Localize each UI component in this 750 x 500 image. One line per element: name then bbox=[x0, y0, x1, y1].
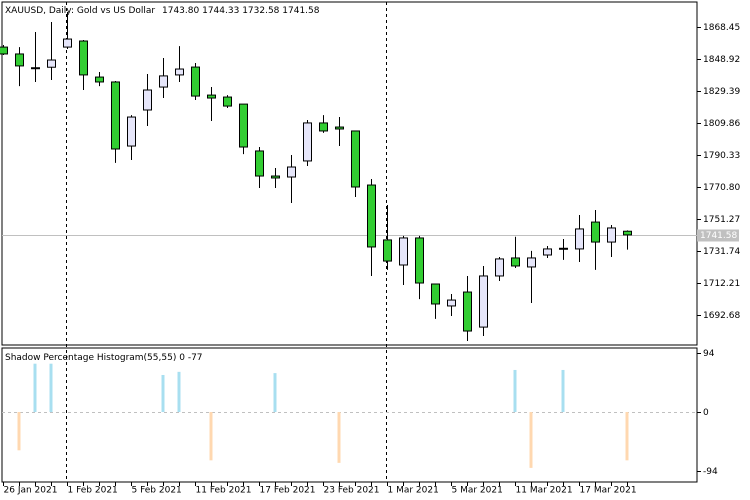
y-tick-label: 94 bbox=[703, 349, 715, 359]
candle-body bbox=[223, 96, 232, 107]
candle-body bbox=[431, 283, 440, 305]
candle-body bbox=[31, 67, 40, 70]
candle-body bbox=[447, 299, 456, 307]
histogram-bar bbox=[49, 363, 53, 413]
candle-body bbox=[303, 122, 312, 162]
indicator-title: Shadow Percentage Histogram(55,55) bbox=[5, 353, 176, 363]
ohlc-close: 1741.58 bbox=[282, 6, 319, 16]
candle-body bbox=[159, 75, 168, 88]
x-tick-label: 5 Feb 2021 bbox=[132, 486, 182, 496]
y-tick-label: 1790.33 bbox=[703, 151, 740, 161]
x-tick-label: 26 Jan 2021 bbox=[4, 486, 58, 496]
histogram-bar bbox=[513, 369, 517, 413]
histogram-bar bbox=[625, 412, 629, 461]
candle-body bbox=[511, 257, 520, 267]
histogram-bar bbox=[17, 412, 21, 451]
candle-body bbox=[287, 166, 296, 178]
candle-body bbox=[575, 228, 584, 250]
candle-body bbox=[207, 94, 216, 99]
indicator-pane bbox=[1, 347, 698, 483]
candle-body bbox=[383, 239, 392, 262]
price-label: 1741.58 bbox=[700, 231, 737, 241]
y-tick-label: 1848.92 bbox=[703, 55, 740, 65]
y-tick-label: -94 bbox=[703, 467, 718, 477]
x-tick-label: 17 Mar 2021 bbox=[580, 486, 637, 496]
y-tick-label: 1692.68 bbox=[703, 311, 740, 321]
histogram-bar bbox=[273, 373, 277, 413]
histogram-bar bbox=[177, 371, 181, 413]
candle-body bbox=[495, 258, 504, 277]
candle-body bbox=[15, 53, 24, 67]
y-tick-label: 1868.45 bbox=[703, 23, 740, 33]
y-tick-label: 1731.74 bbox=[703, 247, 740, 257]
candle-body bbox=[463, 291, 472, 332]
candle-body bbox=[143, 89, 152, 111]
candle-body bbox=[47, 59, 56, 68]
candle-body bbox=[543, 248, 552, 256]
candle-body bbox=[335, 126, 344, 130]
ohlc-low: 1732.58 bbox=[242, 6, 279, 16]
candle-body bbox=[0, 46, 8, 55]
y-tick-label: 1751.27 bbox=[703, 215, 740, 225]
candle-body bbox=[559, 247, 568, 250]
y-tick-label: 1770.80 bbox=[703, 183, 740, 193]
histogram-bar bbox=[33, 363, 37, 413]
y-tick-label: 1809.86 bbox=[703, 119, 740, 129]
candle-body bbox=[399, 237, 408, 266]
histogram-bar bbox=[529, 412, 533, 468]
indicator-header: Shadow Percentage Histogram(55,55) 0 -77 bbox=[5, 353, 203, 363]
histogram-bar bbox=[337, 412, 341, 463]
candle-body bbox=[95, 76, 104, 83]
candle-body bbox=[271, 175, 280, 179]
price-label-bg bbox=[697, 229, 739, 242]
candle-body bbox=[527, 257, 536, 268]
candle-body bbox=[607, 227, 616, 243]
indicator-value: 0 bbox=[179, 353, 185, 363]
candle-body bbox=[415, 237, 424, 284]
candle-body bbox=[367, 184, 376, 248]
histogram-bar bbox=[561, 369, 565, 413]
x-tick-label: 1 Mar 2021 bbox=[388, 486, 439, 496]
x-tick-label: 5 Mar 2021 bbox=[452, 486, 503, 496]
candle-body bbox=[111, 81, 120, 150]
histogram-bar bbox=[209, 412, 213, 461]
y-tick-label: 1712.21 bbox=[703, 279, 740, 289]
price-pane bbox=[1, 1, 698, 346]
x-tick-label: 17 Feb 2021 bbox=[260, 486, 316, 496]
candle-body bbox=[127, 116, 136, 147]
indicator-value: -77 bbox=[188, 353, 203, 363]
candle-body bbox=[239, 103, 248, 148]
x-tick-label: 11 Feb 2021 bbox=[196, 486, 252, 496]
candle-body bbox=[479, 275, 488, 328]
x-tick-label: 11 Mar 2021 bbox=[516, 486, 573, 496]
x-tick-label: 1 Feb 2021 bbox=[68, 486, 118, 496]
candle-body bbox=[79, 40, 88, 76]
candle-body bbox=[191, 66, 200, 97]
x-tick-label: 23 Feb 2021 bbox=[324, 486, 380, 496]
candle-body bbox=[255, 150, 264, 177]
histogram-bar bbox=[161, 374, 165, 413]
ohlc-open: 1743.80 bbox=[162, 6, 199, 16]
candle-body bbox=[591, 221, 600, 243]
ohlc-high: 1744.33 bbox=[202, 6, 239, 16]
candle-body bbox=[175, 68, 184, 76]
y-tick-label: 1829.39 bbox=[703, 87, 740, 97]
candle-body bbox=[63, 38, 72, 48]
chart-header: XAUUSD, Daily: Gold vs US Dollar 1743.80… bbox=[5, 6, 320, 16]
candle-body bbox=[351, 130, 360, 188]
symbol-title: XAUUSD, Daily: Gold vs US Dollar bbox=[5, 6, 155, 16]
candle-body bbox=[319, 122, 328, 132]
y-tick-label: 0 bbox=[703, 408, 709, 418]
candle-body bbox=[623, 230, 632, 236]
